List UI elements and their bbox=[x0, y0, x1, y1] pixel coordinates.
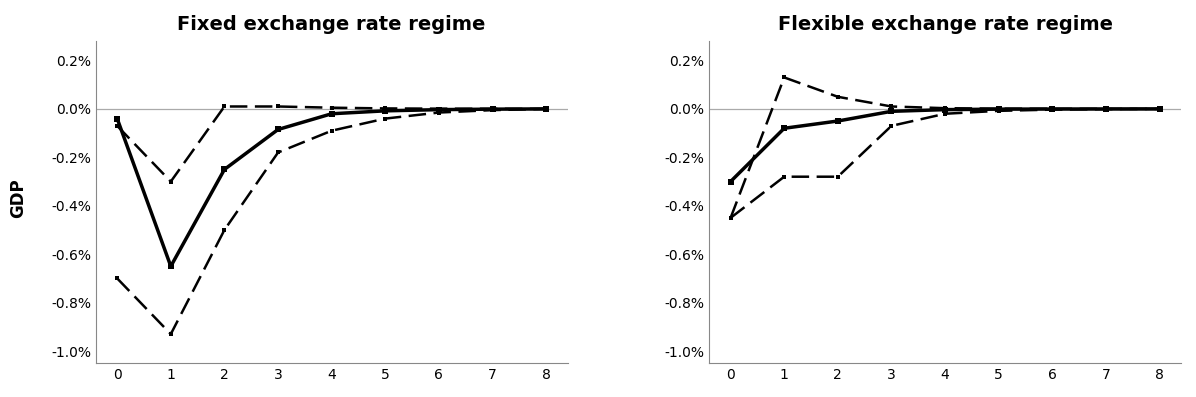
Title: Flexible exchange rate regime: Flexible exchange rate regime bbox=[777, 15, 1112, 34]
Text: GDP: GDP bbox=[8, 179, 28, 218]
Title: Fixed exchange rate regime: Fixed exchange rate regime bbox=[177, 15, 486, 34]
